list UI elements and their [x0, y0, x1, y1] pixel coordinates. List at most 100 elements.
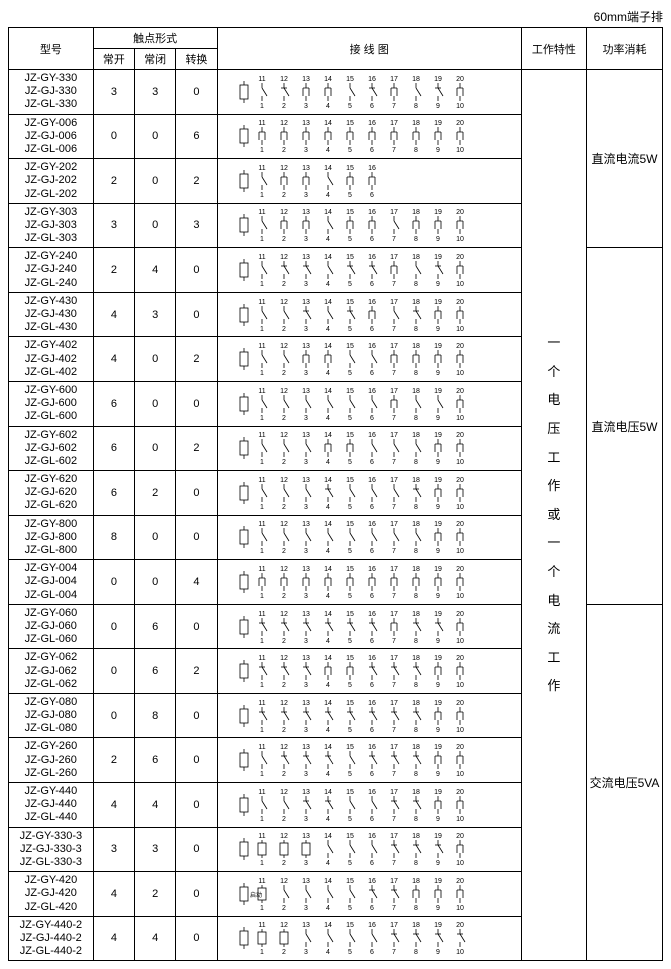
svg-text:15: 15 — [346, 432, 354, 439]
svg-text:18: 18 — [412, 922, 420, 929]
contact-count-co: 2 — [176, 159, 217, 204]
svg-text:17: 17 — [390, 611, 398, 618]
svg-text:10: 10 — [456, 905, 464, 911]
contact-count-co: 0 — [176, 292, 217, 337]
svg-text:18: 18 — [412, 120, 420, 127]
svg-text:1: 1 — [260, 682, 264, 688]
svg-text:8: 8 — [414, 949, 418, 955]
model-cell: JZ-GY-260JZ-GJ-260JZ-GL-260 — [9, 738, 94, 783]
svg-text:8: 8 — [414, 682, 418, 688]
svg-text:13: 13 — [302, 789, 310, 796]
svg-text:12: 12 — [280, 254, 288, 261]
svg-text:7: 7 — [392, 638, 396, 644]
svg-text:16: 16 — [368, 343, 376, 350]
svg-text:14: 14 — [324, 700, 332, 707]
model-cell: JZ-GY-620JZ-GJ-620JZ-GL-620 — [9, 471, 94, 516]
svg-text:4: 4 — [326, 147, 330, 153]
svg-text:1: 1 — [260, 638, 264, 644]
th-wiring: 接 线 图 — [217, 28, 521, 70]
th-contact-type: 触点形式 — [93, 28, 217, 49]
svg-text:12: 12 — [280, 299, 288, 306]
svg-text:4: 4 — [326, 816, 330, 822]
svg-text:7: 7 — [392, 860, 396, 866]
svg-text:14: 14 — [324, 477, 332, 484]
svg-text:19: 19 — [434, 566, 442, 573]
model-cell: JZ-GY-602JZ-GJ-602JZ-GL-602 — [9, 426, 94, 471]
svg-text:6: 6 — [370, 771, 374, 777]
contact-count-no: 4 — [93, 783, 134, 828]
svg-text:10: 10 — [456, 949, 464, 955]
svg-text:14: 14 — [324, 922, 332, 929]
svg-text:3: 3 — [304, 905, 308, 911]
wiring-diagram: 1111221331441551661771881992010 — [217, 114, 521, 159]
svg-text:19: 19 — [434, 254, 442, 261]
svg-text:3: 3 — [304, 682, 308, 688]
svg-text:12: 12 — [280, 655, 288, 662]
svg-text:10: 10 — [456, 326, 464, 332]
svg-text:1: 1 — [260, 548, 264, 554]
contact-count-co: 0 — [176, 916, 217, 961]
svg-text:3: 3 — [304, 860, 308, 866]
svg-text:17: 17 — [390, 76, 398, 83]
svg-text:13: 13 — [302, 209, 310, 216]
svg-text:2: 2 — [282, 459, 286, 465]
model-cell: JZ-GY-080JZ-GJ-080JZ-GL-080 — [9, 693, 94, 738]
svg-text:15: 15 — [346, 477, 354, 484]
svg-text:2: 2 — [282, 771, 286, 777]
svg-text:9: 9 — [436, 415, 440, 421]
svg-text:6: 6 — [370, 103, 374, 109]
svg-text:16: 16 — [368, 922, 376, 929]
svg-text:17: 17 — [390, 343, 398, 350]
svg-text:15: 15 — [346, 878, 354, 885]
svg-text:1: 1 — [260, 949, 264, 955]
svg-text:19: 19 — [434, 209, 442, 216]
contact-count-co: 0 — [176, 248, 217, 293]
svg-text:9: 9 — [436, 727, 440, 733]
wiring-diagram: 1111221331441551661771881992010 — [217, 783, 521, 828]
svg-text:18: 18 — [412, 432, 420, 439]
svg-text:20: 20 — [456, 343, 464, 350]
wiring-diagram: 111122133144155166 — [217, 159, 521, 204]
svg-text:10: 10 — [456, 415, 464, 421]
svg-text:16: 16 — [368, 611, 376, 618]
svg-text:10: 10 — [456, 459, 464, 465]
contact-count-nc: 8 — [135, 693, 176, 738]
svg-text:14: 14 — [324, 611, 332, 618]
contact-count-no: 6 — [93, 471, 134, 516]
svg-text:20: 20 — [456, 744, 464, 751]
contact-count-co: 2 — [176, 426, 217, 471]
svg-text:6: 6 — [370, 192, 374, 198]
svg-text:17: 17 — [390, 655, 398, 662]
svg-text:18: 18 — [412, 833, 420, 840]
svg-text:12: 12 — [280, 165, 288, 172]
svg-text:13: 13 — [302, 477, 310, 484]
svg-text:12: 12 — [280, 878, 288, 885]
svg-text:19: 19 — [434, 432, 442, 439]
svg-text:4: 4 — [326, 860, 330, 866]
svg-text:11: 11 — [259, 76, 266, 83]
svg-text:6: 6 — [370, 504, 374, 510]
svg-text:5: 5 — [348, 281, 352, 287]
svg-text:11: 11 — [259, 655, 266, 662]
wiring-diagram: 1111221331441551661771881992010 — [217, 693, 521, 738]
svg-text:3: 3 — [304, 326, 308, 332]
wiring-diagram: 1111221331441551661771881992010 — [217, 738, 521, 783]
svg-text:10: 10 — [456, 816, 464, 822]
svg-text:15: 15 — [346, 209, 354, 216]
svg-text:9: 9 — [436, 638, 440, 644]
svg-text:3: 3 — [304, 816, 308, 822]
svg-text:18: 18 — [412, 700, 420, 707]
wiring-diagram: 1111221331441551661771881992010 — [217, 649, 521, 694]
svg-text:20: 20 — [456, 432, 464, 439]
contact-count-no: 0 — [93, 604, 134, 649]
svg-text:4: 4 — [326, 593, 330, 599]
svg-text:8: 8 — [414, 459, 418, 465]
svg-text:16: 16 — [368, 833, 376, 840]
svg-text:8: 8 — [414, 504, 418, 510]
svg-text:18: 18 — [412, 299, 420, 306]
svg-text:16: 16 — [368, 655, 376, 662]
wiring-diagram: 1111221331441551661771881992010 — [217, 381, 521, 426]
svg-text:10: 10 — [456, 236, 464, 242]
wiring-diagram: 1111221331441551661771881992010 — [217, 827, 521, 872]
svg-text:15: 15 — [346, 611, 354, 618]
